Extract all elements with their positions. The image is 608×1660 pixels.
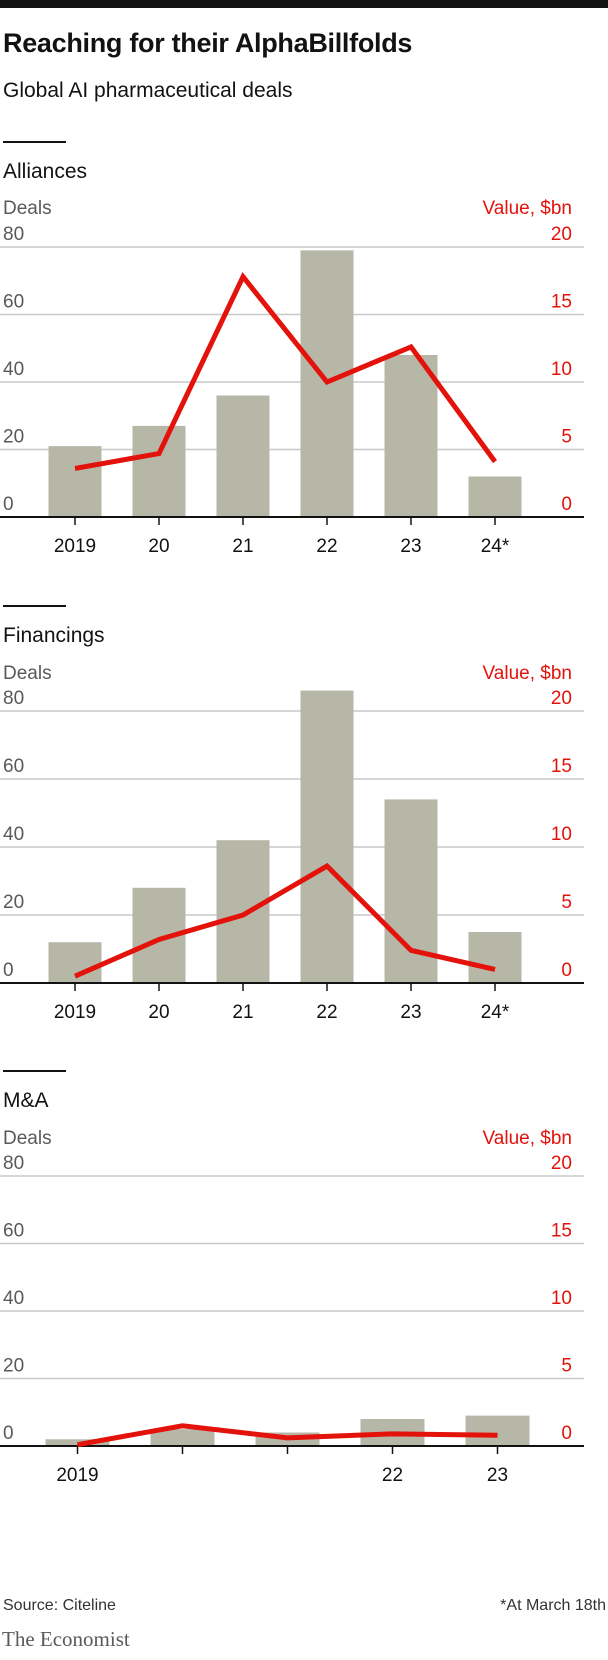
bar	[48, 942, 102, 983]
right-tick-label: 20	[551, 1153, 572, 1174]
x-tick-label: 22	[382, 1465, 403, 1486]
right-tick-label: 20	[551, 688, 572, 709]
panel-title: M&A	[3, 1089, 49, 1112]
left-tick-label: 0	[3, 1423, 14, 1444]
bar	[300, 690, 354, 983]
left-tick-label: 60	[3, 1221, 24, 1242]
right-axis-name: Value, $bn	[483, 198, 572, 219]
right-tick-label: 15	[551, 1221, 572, 1242]
x-tick-label: 21	[232, 536, 253, 557]
left-tick-label: 80	[3, 1153, 24, 1174]
bar	[48, 446, 102, 517]
left-axis-name: Deals	[3, 198, 52, 219]
x-tick-label: 2019	[54, 1002, 96, 1023]
x-tick-label: 20	[148, 536, 169, 557]
right-tick-label: 0	[561, 494, 572, 515]
left-tick-label: 20	[3, 427, 24, 448]
left-tick-label: 60	[3, 756, 24, 777]
left-tick-label: 80	[3, 224, 24, 245]
right-tick-label: 0	[561, 1423, 572, 1444]
source-note: Source: Citeline	[3, 1597, 116, 1614]
left-tick-label: 40	[3, 359, 24, 380]
left-tick-label: 0	[3, 960, 14, 981]
right-tick-label: 5	[561, 892, 572, 913]
bar	[216, 840, 270, 983]
x-tick-label: 23	[487, 1465, 508, 1486]
panel-title: Financings	[3, 624, 105, 647]
x-tick-label: 2019	[56, 1465, 98, 1486]
brand-logo-text: The Economist	[2, 1627, 130, 1651]
footnote: *At March 18th	[500, 1597, 606, 1614]
right-tick-label: 0	[561, 960, 572, 981]
value-line	[73, 862, 496, 979]
right-tick-label: 10	[551, 359, 572, 380]
value-line	[74, 272, 498, 471]
right-axis-name: Value, $bn	[483, 1128, 572, 1149]
panel-title: Alliances	[3, 160, 87, 183]
chart-title: Reaching for their AlphaBillfolds	[3, 28, 413, 58]
right-tick-label: 15	[551, 292, 572, 313]
x-tick-label: 2019	[54, 536, 96, 557]
bar	[150, 1429, 215, 1446]
left-tick-label: 20	[3, 1356, 24, 1377]
x-tick-label: 23	[400, 1002, 421, 1023]
x-tick-label: 21	[232, 1002, 253, 1023]
x-tick-label: 23	[400, 536, 421, 557]
left-tick-label: 0	[3, 494, 14, 515]
left-tick-label: 40	[3, 1288, 24, 1309]
left-tick-label: 60	[3, 292, 24, 313]
right-tick-label: 10	[551, 824, 572, 845]
left-tick-label: 40	[3, 824, 24, 845]
x-tick-label: 22	[316, 1002, 337, 1023]
left-tick-label: 20	[3, 892, 24, 913]
x-tick-label: 24*	[481, 536, 510, 557]
bar	[132, 425, 186, 517]
left-tick-label: 80	[3, 688, 24, 709]
x-tick-label: 22	[316, 536, 337, 557]
bar	[465, 1415, 530, 1446]
right-tick-label: 5	[561, 1356, 572, 1377]
bar	[384, 355, 438, 517]
charts-canvas: Alliances Deals Value, $bn 0 0 20 5 40 10 60 15 80 2…	[0, 141, 584, 1486]
right-tick-label: 10	[551, 1288, 572, 1309]
top-accent-bar	[0, 0, 608, 8]
bar	[468, 476, 522, 517]
bar	[468, 932, 522, 983]
x-tick-label: 20	[148, 1002, 169, 1023]
x-tick-label: 24*	[481, 1002, 510, 1023]
right-tick-label: 5	[561, 427, 572, 448]
right-axis-name: Value, $bn	[483, 663, 572, 684]
chart-subtitle: Global AI pharmaceutical deals	[3, 79, 293, 102]
bar	[216, 395, 270, 517]
right-tick-label: 15	[551, 756, 572, 777]
right-tick-label: 20	[551, 224, 572, 245]
left-axis-name: Deals	[3, 1128, 52, 1149]
left-axis-name: Deals	[3, 663, 52, 684]
